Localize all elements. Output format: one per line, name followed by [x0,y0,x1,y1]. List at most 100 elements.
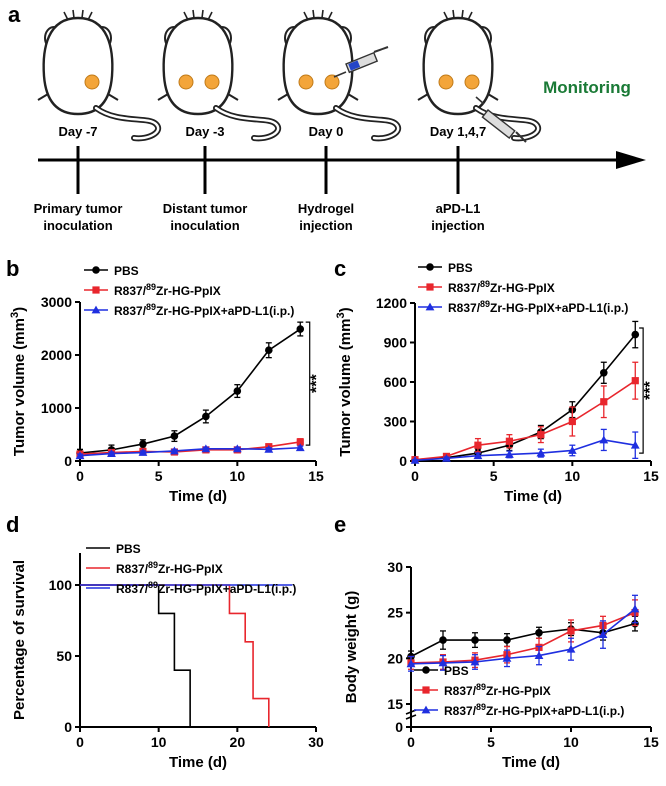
legend-label-prefix: R837/ [114,284,147,298]
legend-marker-pbs [92,266,100,274]
data-point-pbs [471,636,479,644]
survival-curve-rz [80,584,270,727]
panel-a: a [8,2,646,233]
y-tick-label: 0 [64,453,72,469]
legend-label-rz: R837/89Zr-HG-PpIX [116,560,223,576]
legend-label-rzapd: R837/89Zr-HG-PpIX+aPD-L1(i.p.) [116,580,296,596]
panel-e-chart: e 0 5 10 15 0 15 20 25 30 Time (d) Body weight (g)… [334,512,659,771]
x-tick-label: 0 [411,468,419,484]
legend-label-prefix: R837/ [116,582,149,596]
x-tick-label: 10 [230,468,246,484]
mouse-illustration-4 [418,10,538,138]
data-point-rzapd [201,444,211,453]
data-point-rzapd [232,444,242,453]
data-point-rzapd [470,657,480,666]
syringe-icon [333,46,389,78]
data-point-rzapd [107,449,116,457]
significance-bracket [639,327,644,454]
y-axis-label-text: Body weight (g) [343,591,360,704]
y-tick-label: 50 [56,648,72,664]
stage-caption: Distant tumor [163,201,248,216]
data-point-pbs [439,636,447,644]
y-axis-label-superscript: 3 [335,312,347,318]
data-point-rzapd [630,440,640,449]
y-tick-label: 2000 [41,347,72,363]
y-axis-label: Tumor volume (mm3) [335,307,354,456]
data-point-rzapd [536,448,546,457]
legend-label-pbs: PBS [116,542,141,556]
y-tick-label: 15 [387,696,403,712]
x-tick-label: 5 [490,468,498,484]
y-tick-label: 30 [387,559,403,575]
data-point-rz [296,438,304,446]
legend-marker-rzapd [91,305,101,314]
data-point-rzapd [567,446,577,454]
legend-marker-pbs [422,666,430,674]
y-axis-label-text: ) [11,307,28,312]
data-point-rzapd [406,659,416,668]
x-tick-label: 20 [230,734,246,750]
legend-marker-pbs [426,263,434,271]
data-point-pbs [202,412,210,421]
y-tick-label: 900 [384,335,408,351]
data-point-pbs [233,387,242,395]
series-line-rzapd [79,446,301,457]
data-point-pbs [535,628,543,637]
x-axis-label: Time (d) [169,488,227,505]
stage-day-3: Day 0 [309,124,344,139]
series-line-rz [414,380,636,461]
legend-label-pbs: PBS [448,261,473,275]
mouse-illustration-3 [278,10,398,138]
y-axis-label-superscript: 3 [9,312,21,318]
x-tick-label: 15 [643,468,659,484]
legend-label-superscript: 89 [148,560,158,570]
y-tick-label: 20 [387,650,403,666]
survival-curve-pbs [80,584,191,727]
data-point-rz [568,417,576,426]
x-axis-label: Time (d) [504,488,562,505]
syringe-icon [475,96,527,143]
x-tick-label: 0 [76,468,84,484]
legend-label-pbs: PBS [444,664,469,678]
data-point-rz [600,398,608,406]
x-tick-label: 10 [565,468,581,484]
y-axis-label-text: Tumor volume (mm [11,318,28,456]
stage-day-1: Day -7 [58,124,97,139]
data-point-rzapd [295,443,305,452]
x-tick-label: 30 [308,734,324,750]
y-axis-label: Percentage of survival [11,560,28,720]
significance-bracket [305,321,311,446]
panel-b-label: b [6,256,19,281]
series-line-pbs [410,622,636,658]
legend-label-rz: R837/89Zr-HG-PpIX [114,282,221,298]
legend-label-suffix: Zr-HG-PpIX [490,281,555,295]
x-tick-label: 5 [155,468,163,484]
data-point-rz [631,377,639,385]
panel-a-label: a [8,2,21,27]
y-tick-label: 300 [384,414,408,430]
legend-label-rz: R837/89Zr-HG-PpIX [444,682,551,698]
legend-label-suffix: Zr-HG-PpIX [486,684,551,698]
y-tick-label: 1000 [41,400,72,416]
legend-label-suffix: Zr-HG-PpIX+aPD-L1(i.p.) [156,304,294,318]
panel-d-label: d [6,512,19,537]
data-point-pbs [503,636,511,644]
series-line-rz [79,441,301,455]
legend-label-suffix: Zr-HG-PpIX [158,562,223,576]
legend-label-superscript: 89 [146,282,156,292]
legend-label-prefix: R837/ [448,301,481,315]
legend-label-pbs: PBS [114,264,139,278]
stage-caption: injection [299,218,353,233]
data-point-rzapd [473,451,483,460]
data-point-pbs [265,346,273,355]
y-tick-label: 600 [384,374,408,390]
x-tick-label: 10 [151,734,167,750]
data-point-rz [474,441,482,449]
legend-label-superscript: 89 [146,302,156,312]
stage-day-2: Day -3 [185,124,224,139]
monitoring-label: Monitoring [543,78,631,97]
significance-label: *** [309,374,326,393]
y-tick-label: 3000 [41,294,72,310]
legend-label-superscript: 89 [476,682,486,692]
